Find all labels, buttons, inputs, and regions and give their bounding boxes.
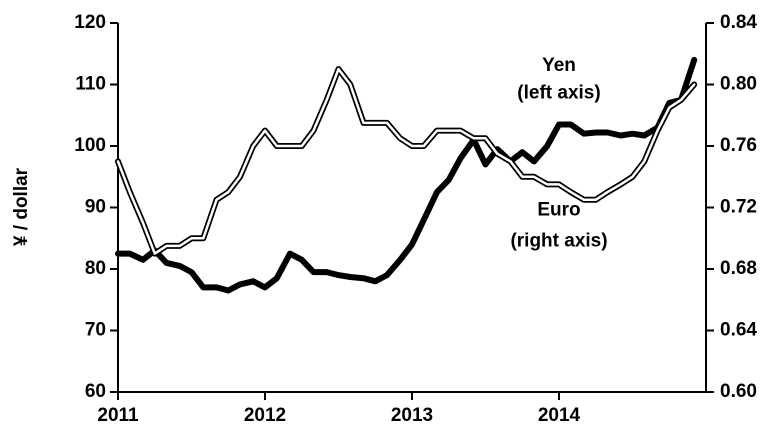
y-tick-label: 70: [85, 320, 106, 341]
annotation: (left axis): [517, 83, 600, 104]
y-tick-label: 60: [85, 381, 106, 402]
y2-tick-label: 0.76: [720, 135, 757, 156]
x-tick-label: 2013: [391, 405, 433, 426]
y-tick-label: 110: [75, 74, 106, 95]
y2-tick-label: 0.64: [720, 320, 757, 341]
euro-line-inner: [116, 67, 696, 255]
x-tick-label: 2012: [244, 405, 286, 426]
y2-tick-label: 0.72: [720, 197, 757, 218]
annotation: (right axis): [510, 230, 607, 251]
annotation: Yen: [542, 55, 576, 76]
euro-line: [115, 66, 698, 257]
y-tick-label: 100: [74, 135, 106, 156]
y2-tick-label: 0.80: [720, 74, 757, 95]
y-tick-label: 120: [74, 12, 106, 33]
x-tick-label: 2011: [97, 405, 139, 426]
y-tick-label: 90: [85, 197, 106, 218]
y-tick-label: 80: [85, 258, 106, 279]
y-axis-label: ¥ / dollar: [11, 167, 32, 246]
y2-tick-label: 0.84: [720, 12, 757, 33]
x-tick-label: 2014: [538, 405, 581, 426]
annotation: Euro: [537, 200, 580, 221]
y2-tick-label: 0.68: [720, 258, 757, 279]
y2-tick-label: 0.60: [720, 381, 757, 402]
yen-line: [115, 56, 698, 294]
